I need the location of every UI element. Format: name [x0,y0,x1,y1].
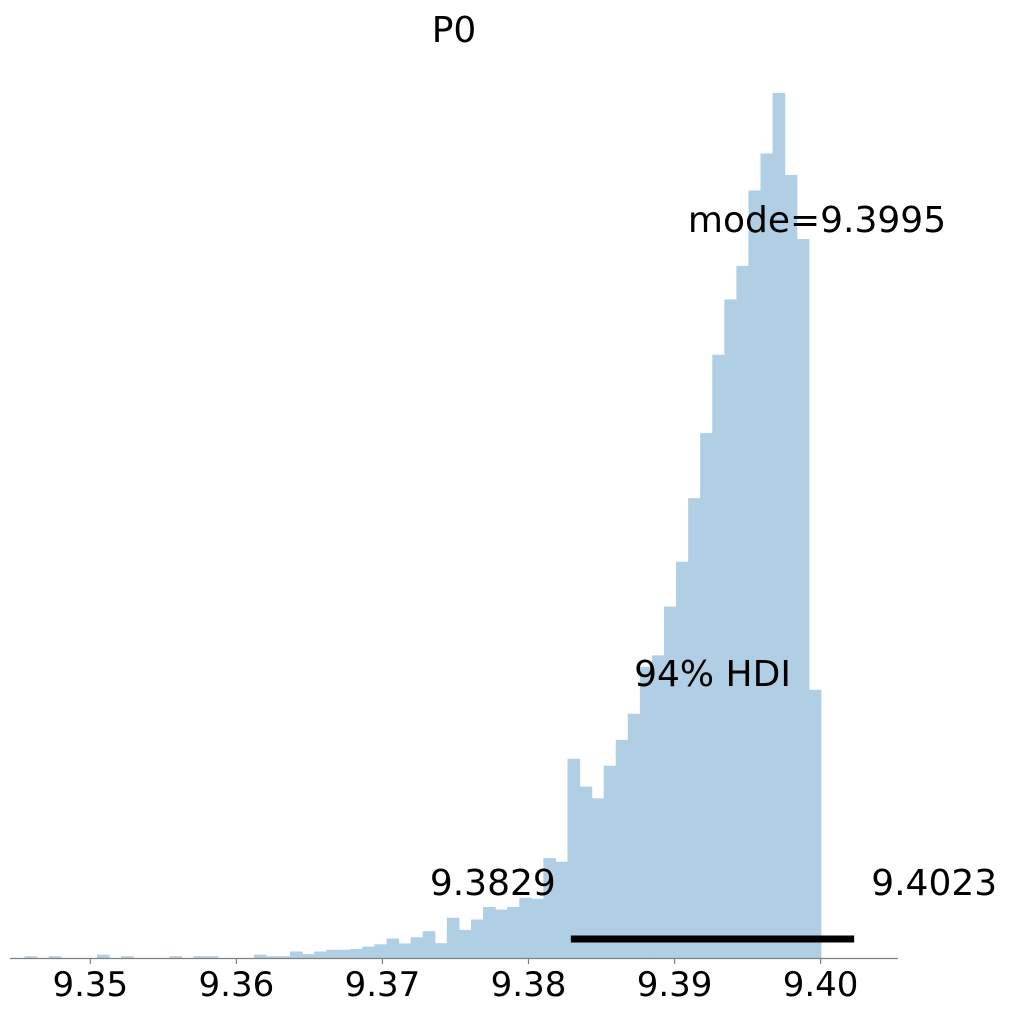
hdi-high-label: 9.4023 [871,863,997,904]
histogram-bar [579,786,593,958]
histogram-bar [422,931,436,958]
histogram-bar [386,938,400,958]
histogram-bar [253,954,267,958]
histogram-bar [470,919,484,958]
histogram-bar [458,929,472,958]
x-tick-label: 9.36 [199,965,275,1005]
hdi-low-label: 9.3829 [430,863,556,904]
x-tick-label: 9.37 [345,965,421,1005]
histogram-bar [205,956,219,958]
histogram-bar [603,765,617,958]
histogram-bar [24,956,38,958]
histogram-bar [567,758,581,958]
histogram-bar [736,265,750,958]
histogram-bar [531,898,544,958]
histogram-bar [350,948,363,958]
histogram-bar [193,956,207,958]
histogram-bar [591,798,605,958]
histogram-bar [374,944,388,958]
histogram-bar [639,666,653,958]
histogram-bar [663,606,677,958]
histogram-bar [748,190,762,958]
histogram-bar [651,655,665,958]
histogram-bar [362,946,376,958]
histogram-bar [446,917,460,958]
histogram-bar [724,299,737,958]
histogram-bar [326,949,339,958]
histogram-bar [519,897,532,958]
histogram-bar [615,739,629,958]
histogram-bar [290,951,303,958]
histogram-bar [784,174,798,959]
x-tick-label: 9.35 [52,965,128,1005]
histogram-bar [434,943,448,958]
histogram-bars [24,93,822,959]
hdi-annotation: 94% HDI [634,654,791,695]
histogram-bar [338,949,351,958]
histogram-bar [688,498,701,958]
histogram-bar [483,906,496,958]
histogram-bar [495,909,508,958]
x-tick-label: 9.39 [637,965,713,1005]
x-tick-label: 9.38 [491,965,567,1005]
histogram-bar [277,956,291,958]
histogram-bar [796,239,810,958]
mode-annotation: mode=9.3995 [688,200,946,241]
histogram-bar [555,861,569,958]
x-axis-ticks: 9.35 9.36 9.37 9.38 9.39 9.40 [52,958,858,1005]
histogram-bar [808,689,822,958]
histogram-bar [410,937,424,958]
histogram-bar [314,951,327,958]
histogram-bar [48,956,62,958]
x-tick-label: 9.40 [783,965,859,1005]
histogram-bar [712,354,725,958]
histogram-bar [507,906,520,958]
histogram-bar [543,858,557,958]
histogram-bar [96,954,110,958]
chart-title: P0 [432,10,477,51]
histogram-bar [676,561,689,958]
histogram-bar [700,433,713,958]
histogram-bar [121,956,134,958]
histogram-bar [772,93,786,958]
histogram-bar [265,956,279,958]
histogram-bar [398,943,412,958]
histogram-bar [169,956,183,958]
histogram-bar [627,713,641,958]
histogram-bar [760,153,774,958]
histogram-bar [302,954,315,958]
